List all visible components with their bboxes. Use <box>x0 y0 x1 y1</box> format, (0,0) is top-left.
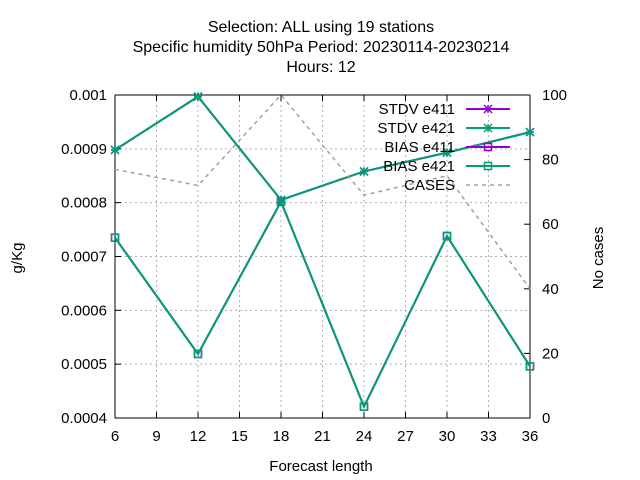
y2-ticks: 0 20 40 60 80 100 <box>524 87 567 427</box>
y-tick-label: 0.0007 <box>61 249 107 266</box>
data-point <box>359 402 369 411</box>
x-tick-label: 27 <box>397 428 414 445</box>
data-point <box>359 166 369 176</box>
legend-label: STDV e421 <box>377 120 455 137</box>
data-point <box>276 197 286 206</box>
data-point <box>193 92 203 102</box>
series-line <box>114 93 531 290</box>
series-cases <box>114 93 531 290</box>
y-tick-label: 0.0005 <box>61 356 107 373</box>
legend-label: BIAS e421 <box>383 158 455 175</box>
data-point <box>110 233 120 242</box>
y-tick-label: 0.0004 <box>61 410 107 427</box>
x-tick-label: 36 <box>522 428 539 445</box>
legend: STDV e411 STDV e421 BIAS e411 BIAS e421 CASE… <box>377 101 510 194</box>
legend-label: CASES <box>404 177 455 194</box>
x-axis-label: Forecast length <box>269 458 372 475</box>
data-point <box>193 349 203 359</box>
marker-stroke <box>359 166 369 176</box>
x-tick-label: 15 <box>231 428 248 445</box>
legend-marker <box>483 123 493 133</box>
y2-tick-label: 0 <box>542 410 550 427</box>
x-tick-label: 33 <box>480 428 497 445</box>
data-point <box>442 231 452 241</box>
y-tick-label: 0.0008 <box>61 195 107 212</box>
y-tick-label: 0.0006 <box>61 302 107 319</box>
y-tick-label: 0.001 <box>69 87 107 104</box>
y2-axis-label: No cases <box>590 227 607 290</box>
series-line <box>114 95 531 202</box>
title-line-1: Selection: ALL using 19 stations <box>208 19 434 36</box>
marker-stroke <box>483 123 493 133</box>
y2-tick-label: 20 <box>542 345 559 362</box>
marker-stroke <box>110 145 120 155</box>
y-axis-label: g/Kg <box>9 243 26 274</box>
series-bias-e421 <box>110 197 535 411</box>
x-tick-label: 12 <box>190 428 207 445</box>
legend-marker <box>483 104 493 114</box>
title-line-2: Specific humidity 50hPa Period: 20230114… <box>133 39 510 56</box>
marker-stroke <box>442 148 452 158</box>
legend-label: BIAS e411 <box>384 139 455 156</box>
marker-stroke <box>193 92 203 102</box>
series-line <box>114 199 531 410</box>
data-point <box>442 148 452 158</box>
x-tick-label: 6 <box>111 428 119 445</box>
data-point <box>525 362 535 371</box>
data-point <box>110 145 120 155</box>
y2-tick-label: 80 <box>542 152 559 169</box>
x-tick-label: 9 <box>152 428 160 445</box>
x-tick-label: 24 <box>356 428 373 445</box>
marker-stroke <box>483 104 493 114</box>
title-line-3: Hours: 12 <box>286 59 355 76</box>
y-ticks: 0.0004 0.0005 0.0006 0.0007 0.0008 0.0009 0.00… <box>61 87 121 427</box>
y2-tick-label: 60 <box>542 216 559 233</box>
legend-label: STDV e411 <box>379 101 455 118</box>
x-tick-label: 30 <box>439 428 456 445</box>
x-tick-label: 18 <box>273 428 290 445</box>
legend-marker <box>483 161 493 171</box>
legend-marker <box>483 142 493 152</box>
grid <box>115 95 530 418</box>
marker-stroke <box>525 127 535 137</box>
x-ticks: 6 9 12 15 18 21 24 27 30 33 36 <box>111 95 539 445</box>
data-point <box>525 127 535 137</box>
x-tick-label: 21 <box>314 428 331 445</box>
y2-tick-label: 40 <box>542 281 559 298</box>
y2-tick-label: 100 <box>542 87 567 104</box>
chart-title: Selection: ALL using 19 stations Specifi… <box>133 19 510 76</box>
y-tick-label: 0.0009 <box>61 141 107 158</box>
series-layer <box>110 92 535 411</box>
